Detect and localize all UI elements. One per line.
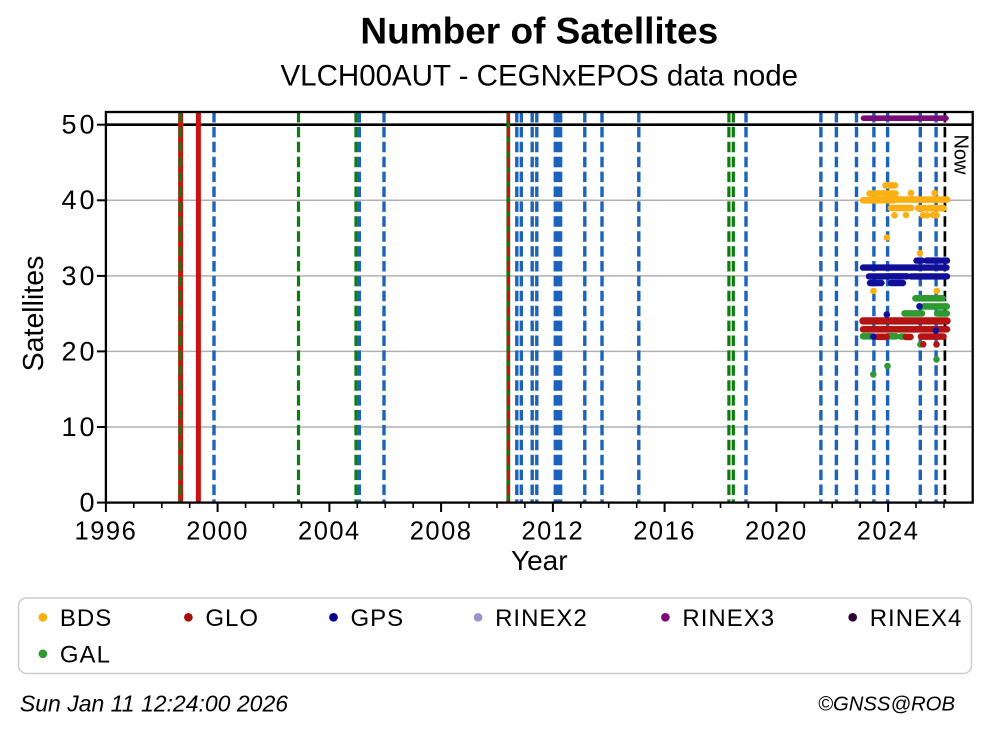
svg-text:2020: 2020 [745, 518, 808, 546]
svg-text:GAL: GAL [60, 642, 111, 669]
svg-text:GPS: GPS [351, 605, 405, 632]
svg-text:Now: Now [950, 134, 972, 175]
svg-text:0: 0 [79, 488, 97, 518]
svg-text:40: 40 [61, 185, 97, 215]
svg-text:BDS: BDS [60, 605, 112, 632]
svg-text:20: 20 [61, 336, 97, 366]
svg-text:Satellites: Satellites [18, 256, 50, 372]
svg-text:Number of Satellites: Number of Satellites [360, 11, 718, 52]
svg-text:50: 50 [61, 110, 97, 140]
svg-text:1996: 1996 [75, 518, 138, 546]
svg-text:2012: 2012 [522, 518, 585, 546]
svg-text:2008: 2008 [410, 518, 473, 546]
svg-text:2016: 2016 [633, 518, 696, 546]
svg-text:VLCH00AUT - CEGNxEPOS data nod: VLCH00AUT - CEGNxEPOS data node [281, 60, 799, 93]
svg-text:2000: 2000 [186, 518, 249, 546]
svg-text:2004: 2004 [298, 518, 361, 546]
svg-text:GLO: GLO [205, 605, 259, 632]
svg-text:30: 30 [61, 261, 97, 291]
svg-text:RINEX2: RINEX2 [495, 605, 588, 632]
svg-text:RINEX4: RINEX4 [870, 605, 963, 632]
svg-text:Sun Jan 11 12:24:00 2026: Sun Jan 11 12:24:00 2026 [20, 690, 288, 716]
svg-text:Year: Year [511, 545, 568, 576]
svg-text:©GNSS@ROB: ©GNSS@ROB [818, 693, 955, 715]
svg-text:2024: 2024 [857, 518, 920, 546]
svg-text:RINEX3: RINEX3 [682, 605, 775, 632]
svg-text:10: 10 [61, 412, 97, 442]
